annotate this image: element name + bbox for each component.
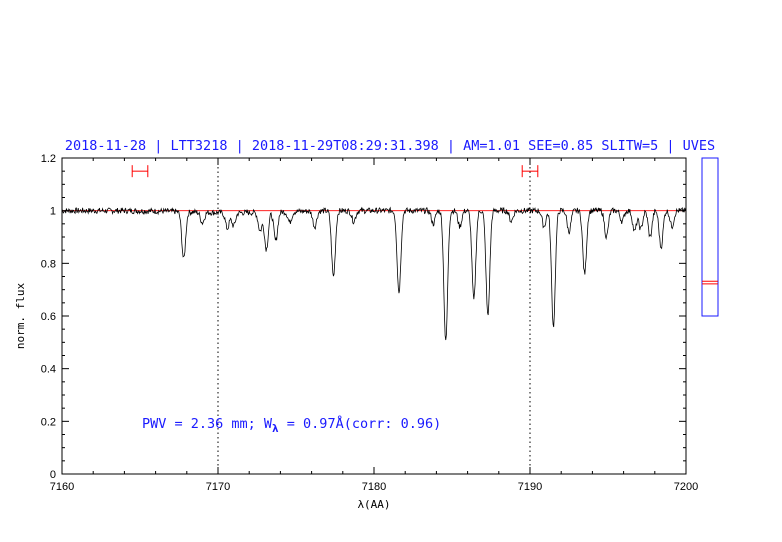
pwv-annotation-rest: = 0.97Å(corr: 0.96) (279, 415, 442, 432)
x-tick-label: 7170 (206, 481, 230, 493)
x-tick-label: 7190 (518, 481, 542, 493)
chart-title: 2018-11-28 | LTT3218 | 2018-11-29T08:29:… (65, 138, 715, 154)
y-axis-label: norm. flux (14, 283, 27, 350)
x-tick-label: 7160 (50, 481, 74, 493)
y-tick-label: 0.2 (41, 416, 56, 428)
axis-ticks: 7160 7170 7180 7190 7200 0 0.2 0.4 0.6 0.8 1 1.2 (41, 153, 699, 493)
spectrum-line (61, 206, 687, 341)
x-tick-label: 7200 (674, 481, 698, 493)
side-panel-frame (701, 157, 719, 317)
y-tick-label: 0.4 (41, 364, 56, 376)
y-tick-label: 1 (50, 206, 56, 218)
side-panel (701, 157, 719, 317)
y-tick-label: 0.8 (41, 258, 56, 270)
x-tick-label: 7180 (362, 481, 386, 493)
pwv-annotation: PWV = 2.36 mm; Wλ = 0.97Å(corr: 0.96) (142, 415, 441, 435)
y-tick-label: 1.2 (41, 153, 56, 165)
y-tick-label: 0 (50, 469, 56, 481)
x-axis-label: λ(AA) (357, 498, 390, 511)
y-tick-label: 0.6 (41, 311, 56, 323)
pwv-annotation-main: PWV = 2.36 mm; W (142, 416, 273, 432)
pwv-annotation-subscript: λ (272, 422, 279, 435)
